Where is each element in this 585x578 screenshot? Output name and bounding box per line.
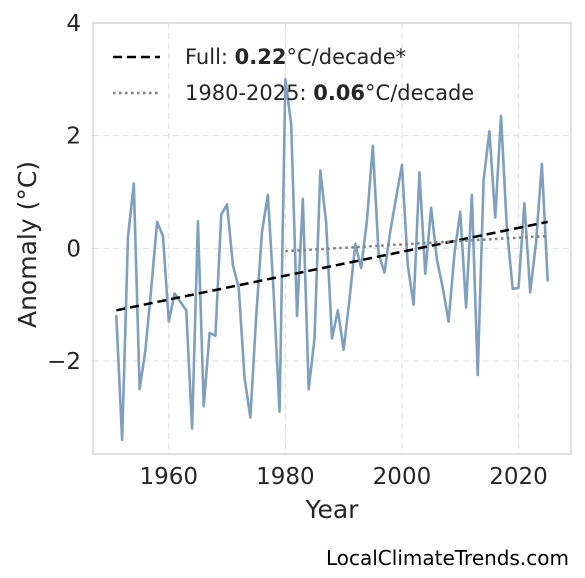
x-axis-label: Year [305,495,360,524]
x-tick-label: 2000 [373,464,432,490]
legend-label: Full: 0.22°C/decade* [185,45,406,69]
full-trend-line [116,220,548,312]
series-line [115,78,549,442]
y-tick-label: −2 [47,349,81,375]
y-tick-label: 4 [66,11,81,37]
x-tick-label: 2020 [489,464,548,490]
y-tick-label: 0 [66,236,81,262]
y-tick-label: 2 [66,124,81,150]
series-layer [115,78,549,442]
x-tick-label: 1960 [140,464,199,490]
recent-trend-line [285,234,548,253]
x-tick-label: 1980 [256,464,315,490]
watermark: LocalClimateTrends.com [325,546,569,570]
legend-label: 1980-2025: 0.06°C/decade [185,81,474,105]
plot-frame [92,22,572,455]
y-tick-labels: 4 2 0 −2 [47,11,81,375]
x-tick-labels: 1960 1980 2000 2020 [140,464,548,490]
legend: Full: 0.22°C/decade* 1980-2025: 0.06°C/de… [113,45,474,105]
y-axis-label: Anomaly (°C) [13,161,42,328]
